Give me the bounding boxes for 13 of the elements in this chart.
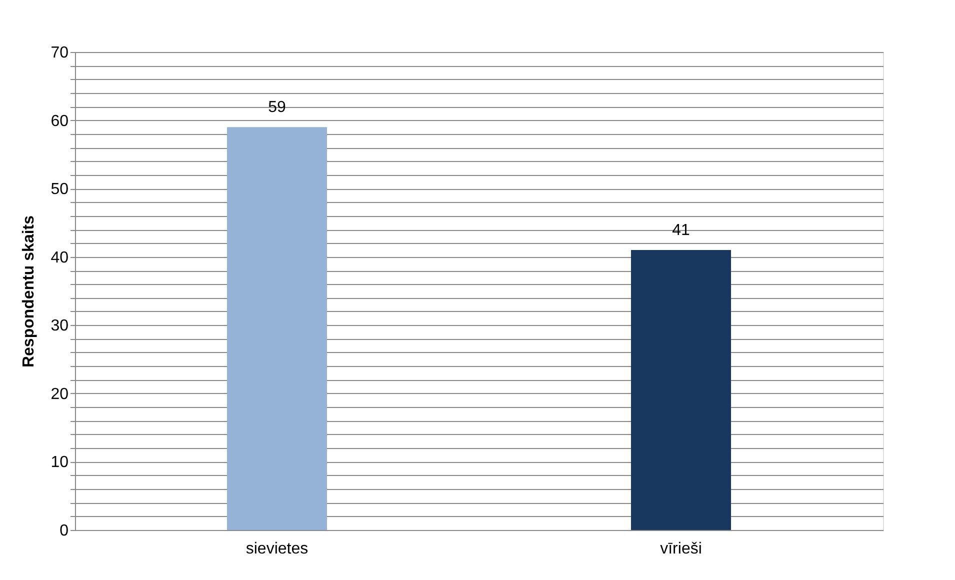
y-tick-label: 10 <box>50 454 69 472</box>
x-tick-label: vīrieši <box>660 540 702 558</box>
data-label: 41 <box>672 222 690 240</box>
y-tick-label: 70 <box>50 44 69 62</box>
y-tick-label: 30 <box>50 318 69 335</box>
data-label: 59 <box>268 99 286 116</box>
y-tick-label: 50 <box>50 181 69 198</box>
x-tick-label: sievietes <box>246 540 308 558</box>
y-tick-label: 20 <box>50 386 69 403</box>
y-tick-label: 0 <box>60 522 69 540</box>
y-axis-title: Respondentu skaits <box>20 215 38 368</box>
y-tick-label: 40 <box>50 249 69 266</box>
y-tick-label: 60 <box>50 112 69 130</box>
